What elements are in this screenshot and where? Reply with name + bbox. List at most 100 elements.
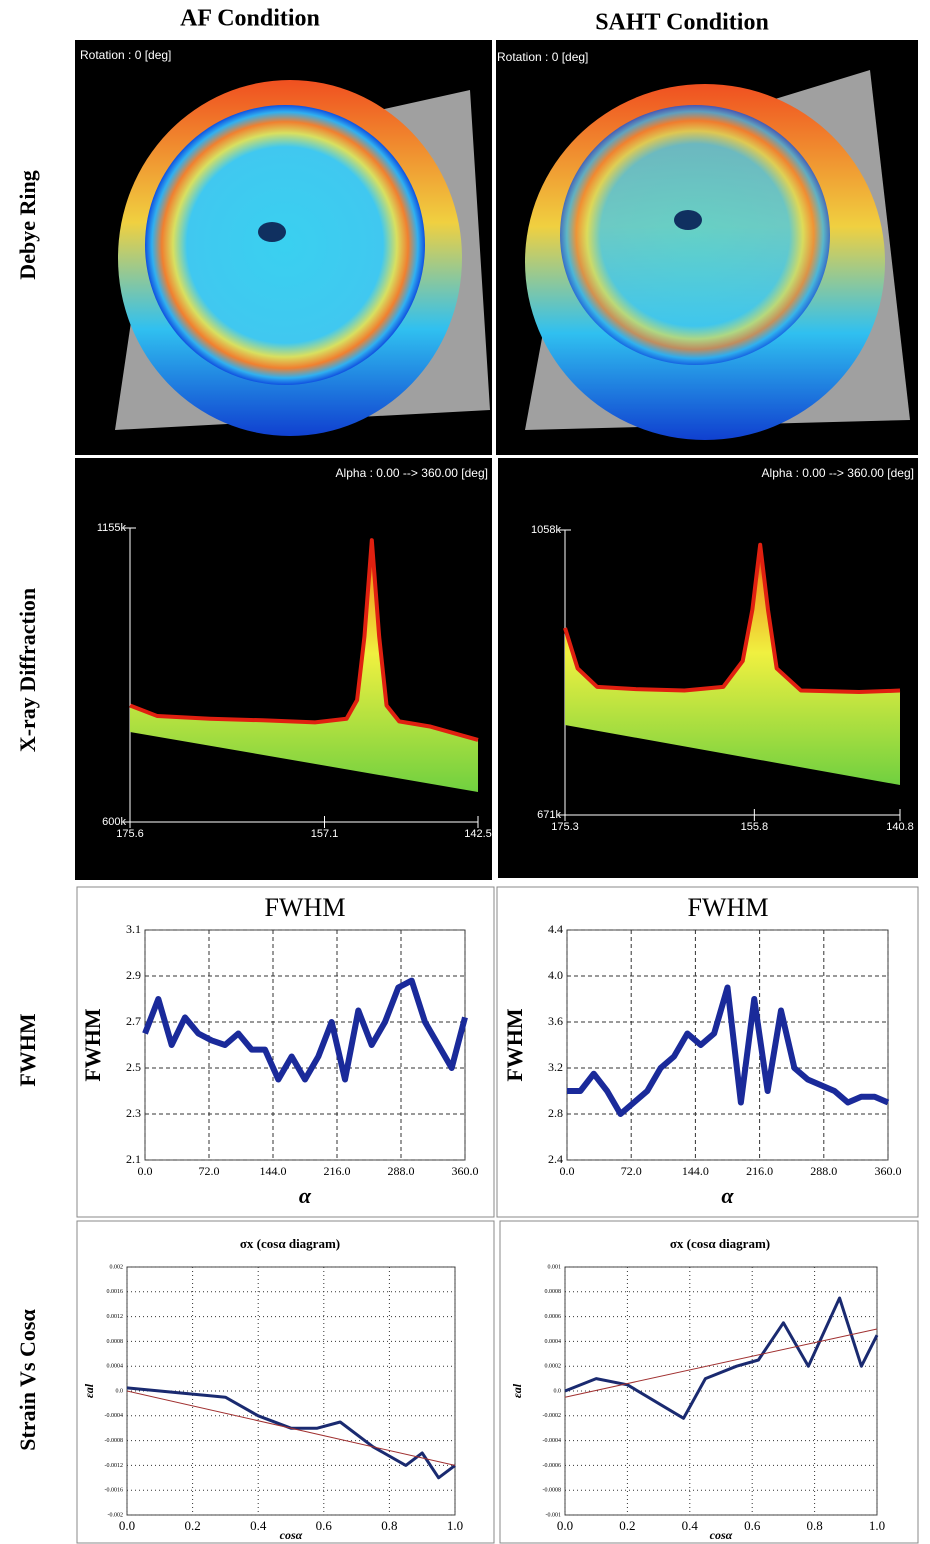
x-tick-label: 155.8 (741, 821, 769, 833)
y-tick-label: 0.001 (548, 1264, 562, 1270)
y-tick-label: 3.2 (548, 1060, 563, 1074)
y-axis-label: FWHM (80, 1008, 105, 1082)
y-tick-label: 0.0006 (545, 1314, 562, 1320)
fwhm-panel (76, 886, 495, 1218)
chart-title: σx (cosα diagram) (240, 1236, 340, 1251)
x-tick-label: 0.0 (557, 1518, 573, 1533)
y-tick-label: 4.4 (548, 922, 563, 936)
row-label: Debye Ring (15, 170, 40, 279)
chart-subtitle: Alpha : 0.00 --> 360.00 [deg] (336, 466, 488, 480)
x-tick-label: 0.2 (619, 1518, 635, 1533)
data-line (126, 1390, 456, 1466)
column-title: AF Condition (180, 6, 320, 32)
chart-title: FWHM (265, 893, 346, 922)
y-axis-label: FWHM (502, 1008, 527, 1082)
y-tick-label: 2.3 (126, 1106, 141, 1120)
y-tick-label: -0.0004 (105, 1413, 124, 1419)
x-tick-label: 0.0 (138, 1164, 153, 1178)
y-axis-label: εal (82, 1383, 96, 1398)
chart-subtitle: Alpha : 0.00 --> 360.00 [deg] (762, 466, 914, 480)
x-tick-label: 0.8 (381, 1518, 397, 1533)
x-tick-label: 216.0 (746, 1164, 773, 1178)
y-tick-label: 0.0002 (545, 1364, 562, 1370)
x-tick-label: 72.0 (199, 1164, 220, 1178)
y-tick-label: 0.0 (554, 1388, 562, 1394)
y-tick-label: 2.4 (548, 1152, 563, 1166)
y-tick-label: 1058k (531, 524, 561, 536)
y-tick-label: 2.8 (548, 1106, 563, 1120)
y-tick-label: 0.002 (110, 1264, 124, 1270)
x-tick-label: 0.0 (119, 1518, 135, 1533)
y-tick-label: 0.0012 (107, 1314, 124, 1320)
y-tick-label: 2.7 (126, 1014, 141, 1028)
chart-title: σx (cosα diagram) (670, 1236, 770, 1251)
y-tick-label: -0.0002 (543, 1413, 562, 1419)
row-label: FWHM (15, 1013, 40, 1087)
chart-title: FWHM (688, 893, 769, 922)
y-tick-label: 0.0016 (107, 1289, 124, 1295)
x-tick-label: 1.0 (447, 1518, 463, 1533)
data-line (126, 1386, 456, 1480)
x-tick-label: 142.5 (464, 828, 492, 840)
y-tick-label: -0.0016 (105, 1488, 124, 1494)
y-tick-label: 0.0004 (107, 1364, 124, 1370)
debye-panel: Rotation : 0 [deg] (496, 40, 918, 455)
panel-label: Rotation : 0 [deg] (80, 48, 171, 62)
x-tick-label: 0.0 (560, 1164, 575, 1178)
data-line (564, 1328, 878, 1398)
x-tick-label: 175.6 (116, 828, 144, 840)
y-tick-label: -0.0008 (543, 1488, 562, 1494)
x-tick-label: 144.0 (682, 1164, 709, 1178)
xrd-panel (75, 458, 492, 880)
y-tick-label: 2.5 (126, 1060, 141, 1074)
y-axis-label: εal (510, 1383, 524, 1398)
x-tick-label: 0.4 (250, 1518, 267, 1533)
y-tick-label: 0.0004 (545, 1339, 562, 1345)
y-tick-label: 2.9 (126, 968, 141, 982)
x-axis-label: α (721, 1183, 734, 1208)
row-label: Strain Vs Cosα (15, 1309, 40, 1451)
y-tick-label: -0.0004 (543, 1438, 562, 1444)
column-title: SAHT Condition (595, 10, 769, 36)
x-tick-label: 72.0 (621, 1164, 642, 1178)
y-tick-label: 4.0 (548, 968, 563, 982)
data-area (130, 540, 478, 792)
data-line (129, 538, 479, 742)
data-line (564, 1296, 879, 1420)
y-tick-label: -0.0008 (105, 1438, 124, 1444)
y-tick-label: -0.0012 (105, 1463, 124, 1469)
x-tick-label: 144.0 (260, 1164, 287, 1178)
y-tick-label: 2.1 (126, 1152, 141, 1166)
data-area (565, 544, 900, 785)
y-tick-label: 0.0 (116, 1388, 124, 1394)
data-line (142, 977, 468, 1083)
x-tick-label: 216.0 (324, 1164, 351, 1178)
y-tick-label: 1155k (97, 522, 127, 534)
y-tick-label: 0.0008 (107, 1339, 124, 1345)
y-tick-label: 3.1 (126, 922, 141, 936)
strain-panel (499, 1220, 919, 1544)
x-axis-label: α (299, 1183, 312, 1208)
x-tick-label: 0.2 (184, 1518, 200, 1533)
strain-panel (76, 1220, 495, 1544)
x-tick-label: 1.0 (869, 1518, 885, 1533)
y-tick-label: -0.0006 (543, 1463, 562, 1469)
data-line (567, 984, 890, 1117)
x-tick-label: 288.0 (388, 1164, 415, 1178)
x-tick-label: 0.6 (744, 1518, 761, 1533)
x-tick-label: 288.0 (810, 1164, 837, 1178)
row-label: X-ray Diffraction (15, 588, 40, 752)
x-tick-label: 0.8 (806, 1518, 822, 1533)
y-tick-label: 0.0008 (545, 1289, 562, 1295)
x-tick-label: 157.1 (311, 828, 339, 840)
y-tick-label: -0.001 (546, 1512, 562, 1518)
x-tick-label: 140.8 (886, 821, 914, 833)
x-tick-label: 360.0 (875, 1164, 902, 1178)
y-tick-label: 671k (537, 809, 561, 821)
y-tick-label: -0.002 (108, 1512, 124, 1518)
x-axis-label: cosα (280, 1528, 303, 1542)
y-tick-label: 600k (102, 816, 126, 828)
panel-label: Rotation : 0 [deg] (497, 50, 588, 64)
data-line (563, 542, 901, 695)
